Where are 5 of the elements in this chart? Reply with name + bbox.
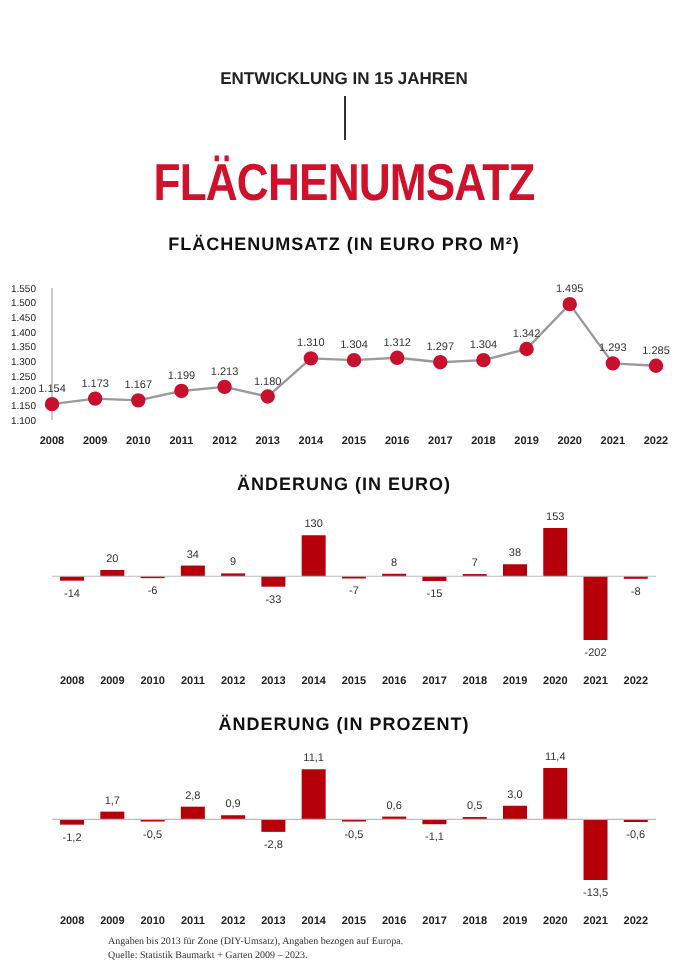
chart-title: ÄNDERUNG (IN EURO) <box>235 472 453 496</box>
chart-title: FLÄCHENUMSATZ <box>151 152 537 212</box>
chart-subtitle: FLÄCHENUMSATZ (IN EURO PRO M²) <box>166 232 522 256</box>
text: ENTWICKLUNG IN 15 JAHREN <box>218 68 470 88</box>
chart-title: ÄNDERUNG (IN PROZENT) <box>216 712 472 736</box>
